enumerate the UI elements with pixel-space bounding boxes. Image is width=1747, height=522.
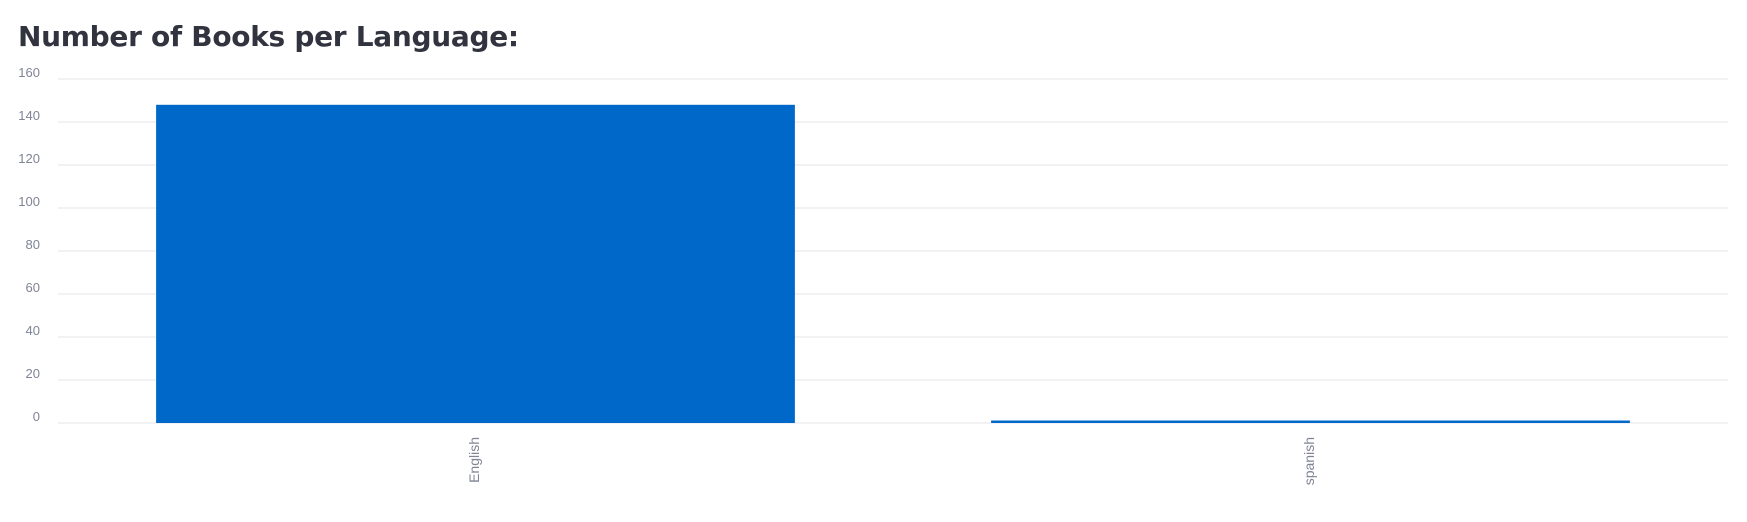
y-tick-label-100: 100 — [18, 194, 40, 209]
x-category-label-english: English — [466, 437, 482, 483]
y-tick-label-60: 60 — [26, 280, 40, 295]
bars — [156, 104, 1630, 424]
y-tick-label-20: 20 — [26, 366, 40, 381]
y-tick-label-140: 140 — [18, 108, 40, 123]
y-axis-tick-labels: 0 20 40 60 80 100 120 140 160 — [18, 65, 40, 424]
y-tick-label-0: 0 — [33, 409, 40, 424]
page-title: Number of Books per Language: — [18, 20, 519, 53]
y-tick-label-120: 120 — [18, 151, 40, 166]
y-tick-label-40: 40 — [26, 323, 40, 338]
x-category-label-spanish: spanish — [1301, 437, 1317, 485]
y-tick-label-80: 80 — [26, 237, 40, 252]
bar-spanish[interactable] — [991, 420, 1630, 424]
x-axis-category-labels: English spanish — [466, 437, 1317, 485]
y-tick-label-160: 160 — [18, 65, 40, 80]
bar-english[interactable] — [156, 104, 795, 424]
